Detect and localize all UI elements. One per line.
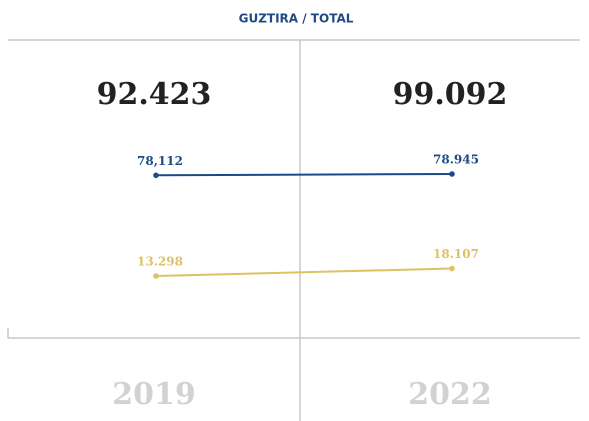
value-label: 18.107	[433, 247, 479, 261]
series-line	[155, 267, 453, 277]
total-value: 99.092	[393, 77, 508, 112]
series-line	[155, 173, 453, 177]
chart-title: GUZTIRA / TOTAL	[239, 12, 354, 26]
point	[449, 265, 455, 272]
total-value: 92.423	[97, 77, 212, 112]
year-label: 2022	[408, 377, 492, 412]
value-label: 13.298	[137, 255, 183, 269]
value-label: 78.945	[433, 153, 479, 167]
value-label: 78,112	[137, 154, 183, 168]
year-label: 2019	[112, 377, 196, 412]
point	[153, 172, 159, 179]
point	[449, 171, 455, 177]
point	[153, 273, 159, 279]
